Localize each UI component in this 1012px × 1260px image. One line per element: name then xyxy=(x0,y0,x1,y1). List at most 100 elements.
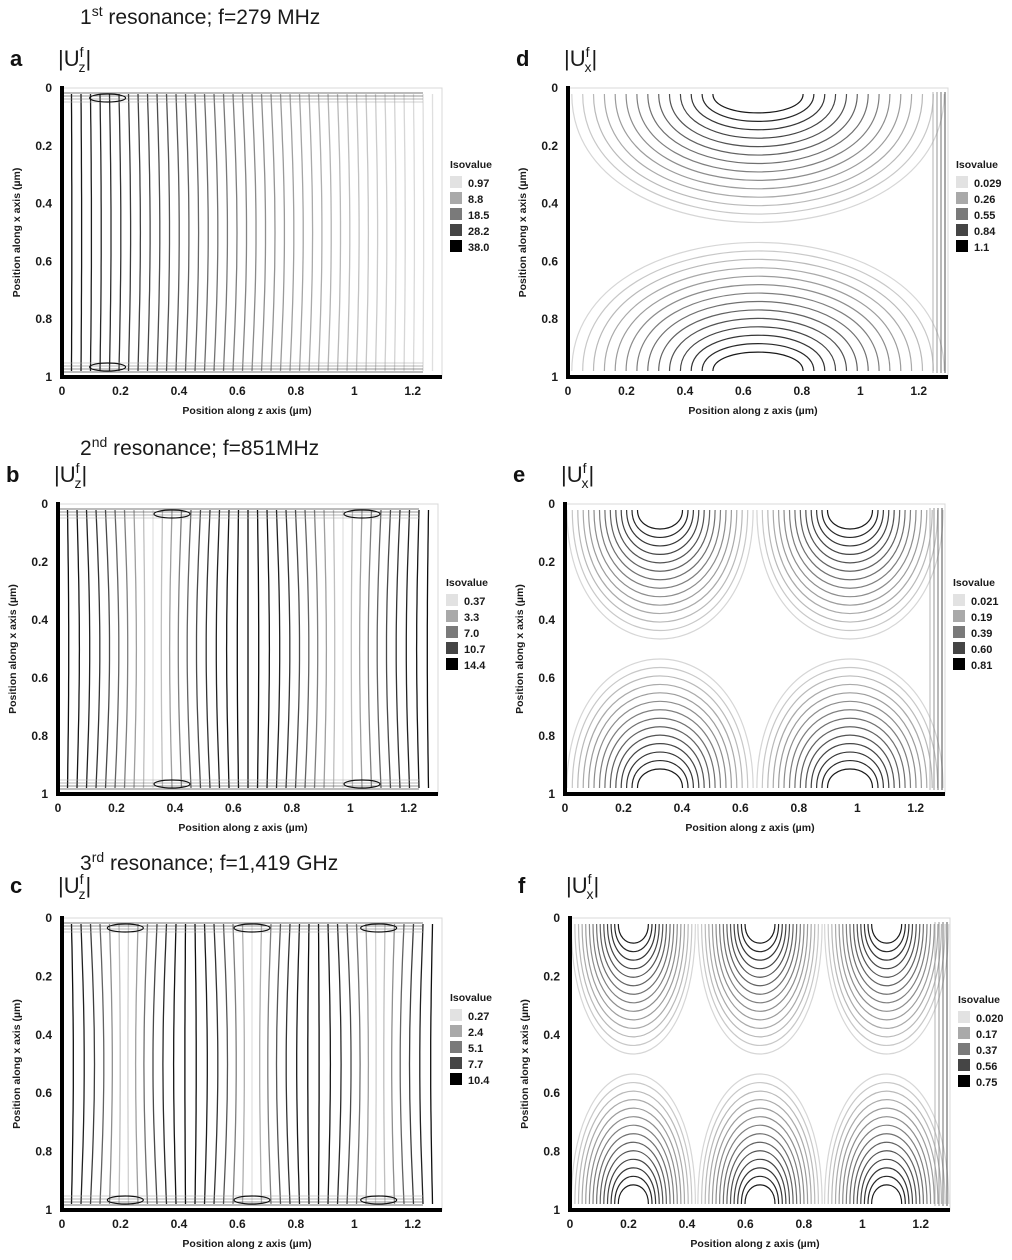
contour-line xyxy=(213,923,219,1205)
y-tick-label: 0.8 xyxy=(31,729,48,743)
y-axis-label: Position along x axis (µm) xyxy=(517,168,529,298)
contour-line xyxy=(395,509,401,789)
plot-area xyxy=(564,503,946,795)
contour-line xyxy=(761,509,939,631)
contour-line xyxy=(614,275,902,372)
contour-line xyxy=(810,509,890,555)
contour-line xyxy=(596,1133,671,1205)
contour-line xyxy=(620,509,700,555)
contour-line xyxy=(794,509,906,581)
contour-line xyxy=(571,93,945,223)
contour-line xyxy=(788,509,912,589)
contour-line xyxy=(617,1184,649,1205)
contour-hotspot xyxy=(360,923,398,933)
contour-line xyxy=(76,509,81,789)
contour-line xyxy=(719,923,801,1004)
contour-line xyxy=(566,509,754,640)
contour-line xyxy=(845,1124,928,1205)
contour-line xyxy=(285,923,291,1205)
plot-area xyxy=(569,917,951,1211)
x-tick-label: 0.8 xyxy=(284,801,301,815)
contour-line xyxy=(810,743,890,789)
contour-line xyxy=(826,509,874,530)
x-tick-label: 0.4 xyxy=(674,801,691,815)
contour-hotspot xyxy=(343,509,381,519)
contour-line xyxy=(422,93,425,372)
contour-line xyxy=(726,923,794,987)
contour-line xyxy=(708,923,812,1029)
contour-line xyxy=(142,509,146,789)
contour-line xyxy=(127,93,132,372)
legend-swatch xyxy=(958,1011,970,1023)
contour-line xyxy=(636,768,684,789)
contour-line xyxy=(701,1082,819,1205)
contour-line xyxy=(570,1073,696,1205)
contour-line xyxy=(195,509,202,789)
x-tick-label: 0.4 xyxy=(167,801,184,815)
contour-line xyxy=(867,923,906,953)
contour-hotspot xyxy=(233,1195,271,1205)
quantity-label: |Uf z| xyxy=(58,871,91,902)
y-tick-label: 0.2 xyxy=(35,969,52,983)
x-tick-label: 0.2 xyxy=(618,384,635,398)
contour-line xyxy=(824,1073,950,1205)
x-tick-label: 0.4 xyxy=(679,1217,696,1231)
contour-line xyxy=(598,509,722,589)
x-tick-label: 1.2 xyxy=(907,801,924,815)
contour-line xyxy=(856,1150,917,1205)
contour-line xyxy=(571,242,945,372)
legend-title: Isovalue xyxy=(956,159,998,171)
contour-line xyxy=(222,923,229,1205)
y-tick-label: 1 xyxy=(45,370,52,384)
contour-line xyxy=(853,923,921,987)
legend-value: 0.37 xyxy=(464,596,485,608)
contour-line xyxy=(783,700,917,789)
legend-value: 10.4 xyxy=(468,1075,490,1087)
contour-line xyxy=(118,93,122,372)
y-tick-label: 0.8 xyxy=(35,312,52,326)
contour-line xyxy=(719,1124,801,1205)
quantity-label: |Uf x| xyxy=(561,460,594,491)
contour-line xyxy=(108,93,112,372)
contour-line xyxy=(426,509,430,789)
contour-line xyxy=(374,93,379,372)
contour-line xyxy=(275,923,282,1205)
contour-line xyxy=(631,759,689,789)
contour-field xyxy=(570,922,950,1206)
contour-hotspot xyxy=(153,779,191,789)
y-tick-label: 0.6 xyxy=(538,671,555,685)
contour-line xyxy=(831,1090,943,1205)
contour-line xyxy=(853,1141,921,1205)
contour-line xyxy=(711,1107,809,1205)
y-tick-label: 0.8 xyxy=(35,1145,52,1159)
y-tick-label: 0.4 xyxy=(538,613,555,627)
contour-line xyxy=(133,509,138,789)
x-axis-label: Position along z axis (µm) xyxy=(182,1238,311,1250)
contour-line xyxy=(631,509,689,539)
contour-line xyxy=(267,923,272,1205)
y-tick-label: 0.4 xyxy=(31,613,48,627)
y-axis-label: Position along x axis (µm) xyxy=(11,168,23,298)
contour-line xyxy=(162,923,168,1205)
contour-line xyxy=(778,692,922,789)
legend-value: 7.0 xyxy=(464,628,479,640)
contour-line xyxy=(205,509,211,789)
legend: Isovalue 0.37 3.3 7.0 10.7 14.4 xyxy=(446,577,488,672)
x-tick-label: 0 xyxy=(562,801,569,815)
contour-line xyxy=(574,1082,693,1205)
contour-line xyxy=(313,509,319,789)
legend-swatch xyxy=(450,1041,462,1053)
y-tick-label: 0 xyxy=(548,497,555,511)
contour-line xyxy=(647,301,869,372)
panel-letter: f xyxy=(518,873,526,898)
contour-line xyxy=(606,1158,660,1205)
legend: Isovalue 0.021 0.19 0.39 0.60 0.81 xyxy=(953,577,999,672)
contour-line xyxy=(222,93,229,372)
contour-line xyxy=(80,923,85,1205)
contour-field xyxy=(62,92,434,373)
contour-line xyxy=(66,509,70,789)
contour-line xyxy=(603,923,664,978)
contour-line xyxy=(99,923,105,1205)
contour-line xyxy=(772,509,928,614)
